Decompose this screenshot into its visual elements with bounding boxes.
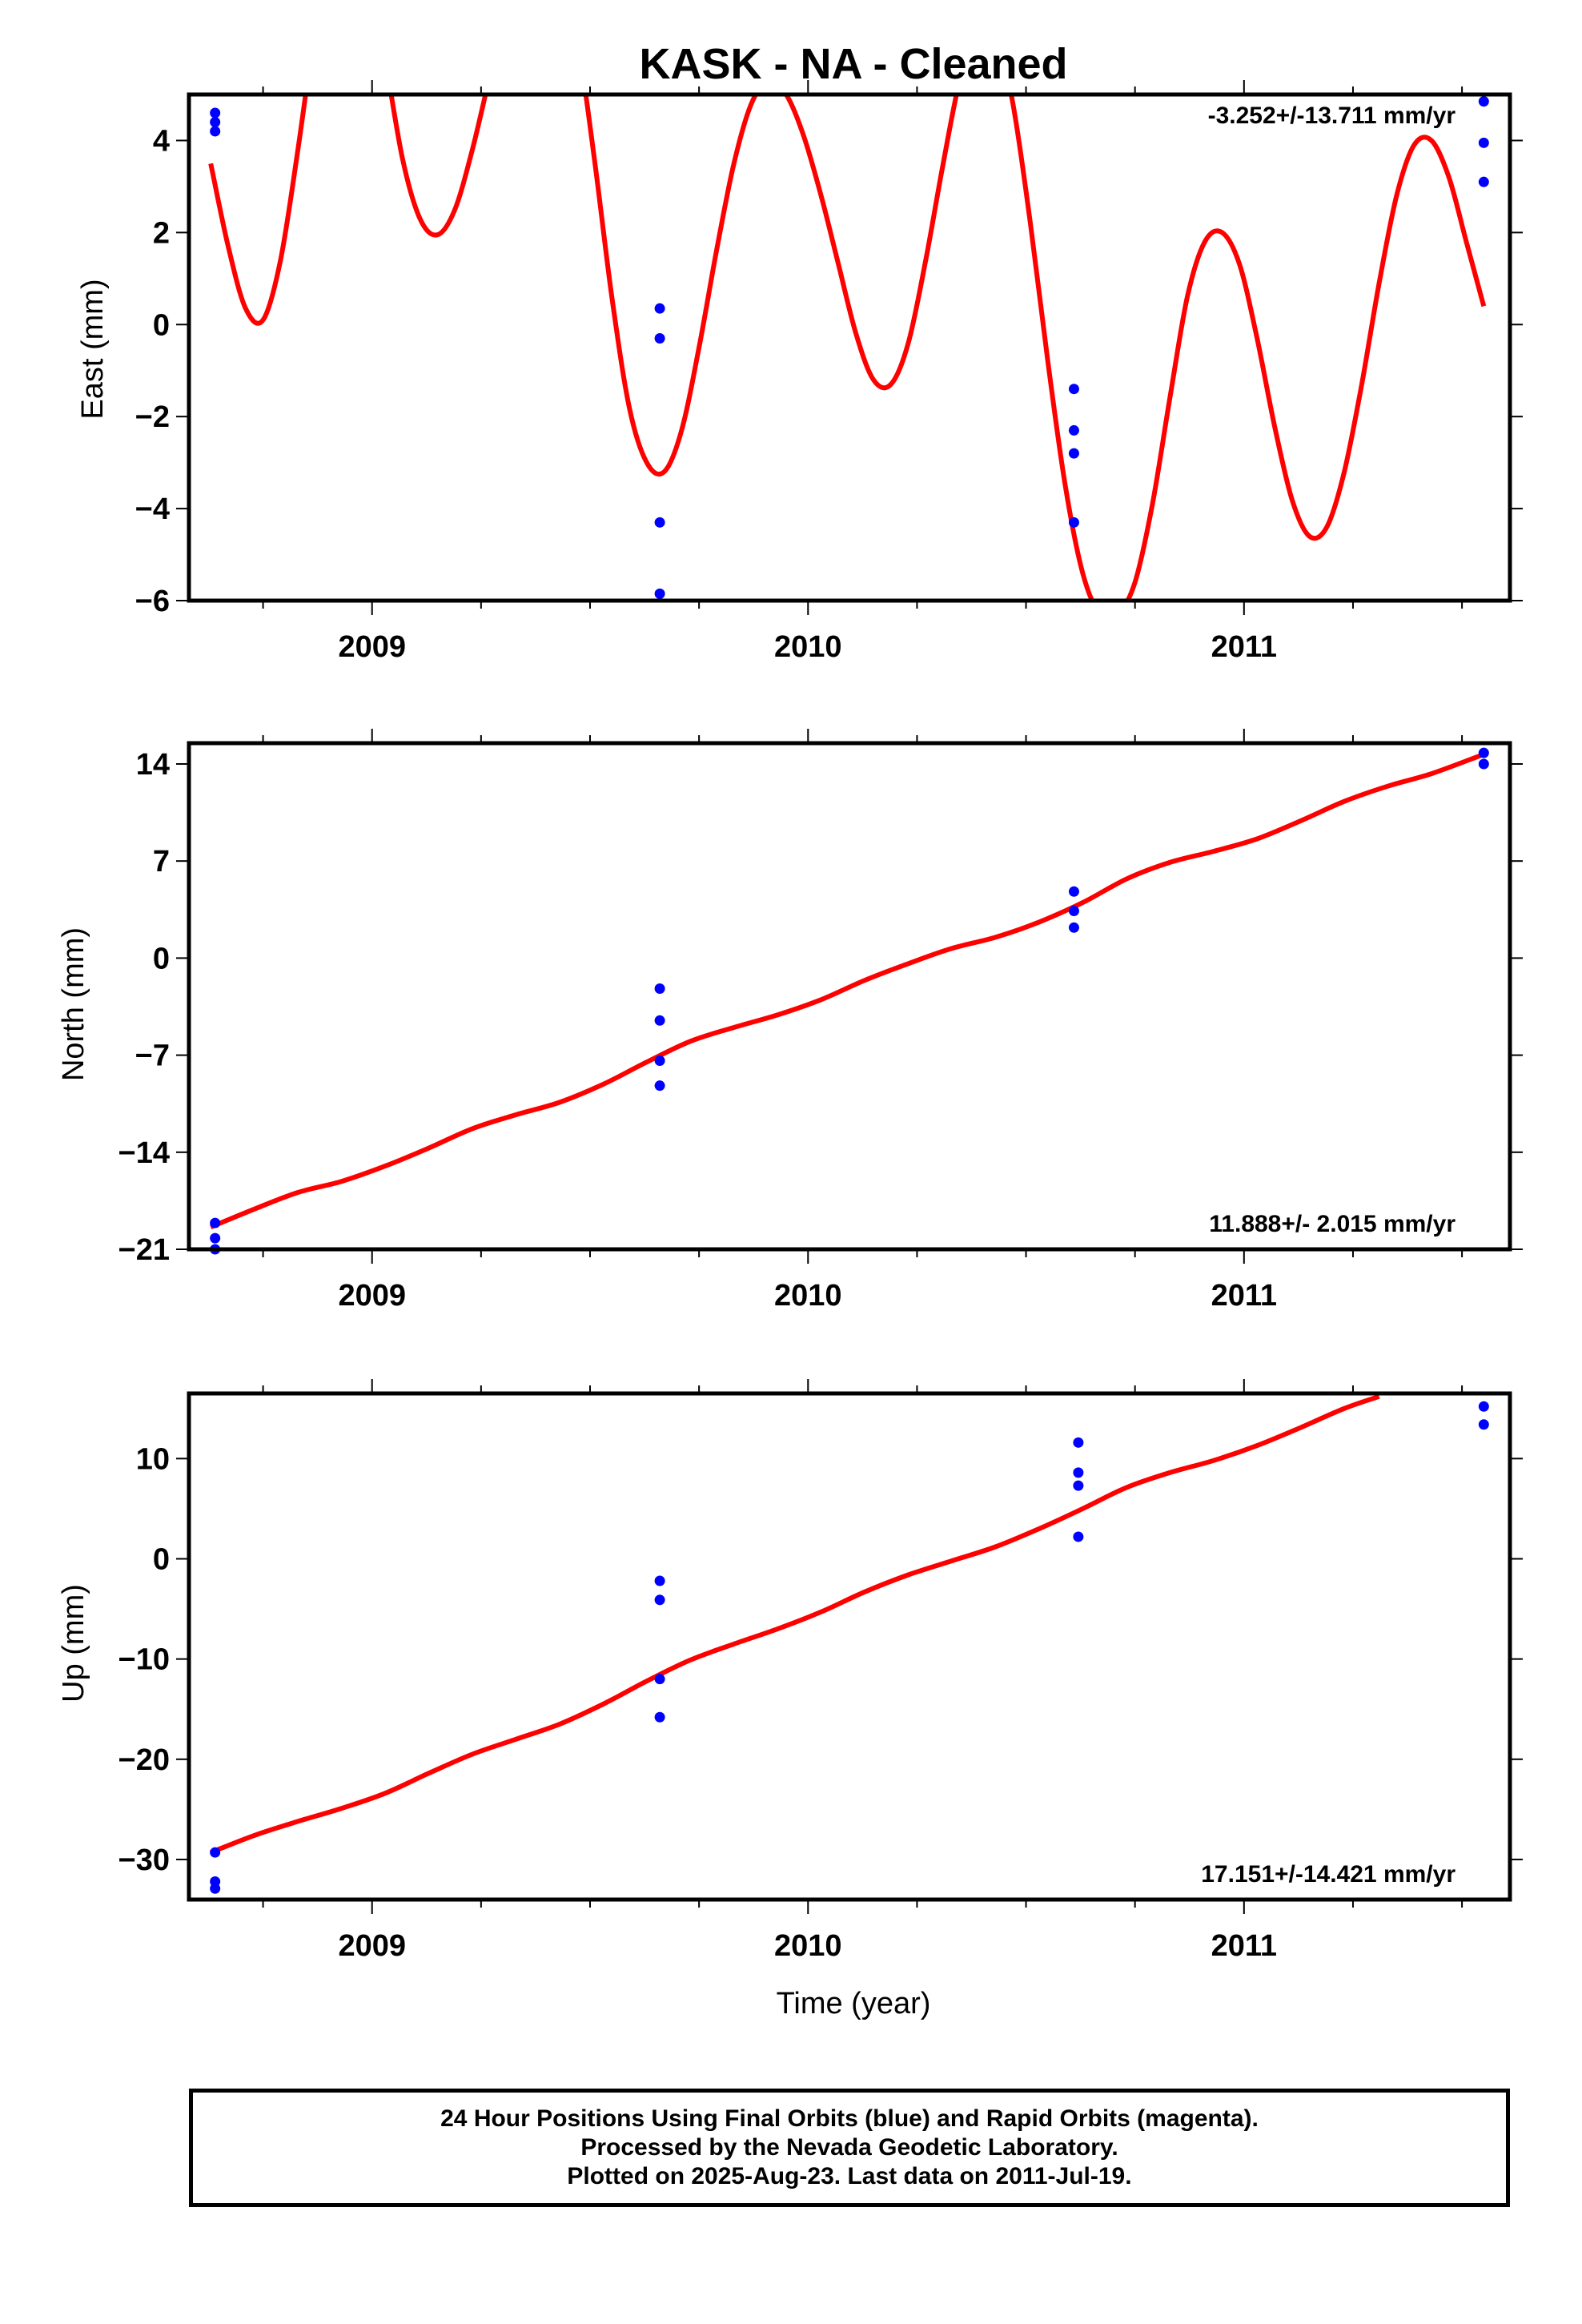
up-y-tick-label: −20 <box>118 1743 170 1777</box>
east-panel: East (mm) 2009 2010 2011 4 2 0 −2 −4 −6 -3.252+/-… <box>76 80 1523 664</box>
north-model-line <box>210 752 1485 1230</box>
north-panel: North (mm) 2009 2010 2011 14 7 0 −7 −14 −21 11.88… <box>57 729 1523 1313</box>
up-y-axis-label: Up (mm) <box>57 1584 90 1703</box>
north-rate-annotation: 11.888+/- 2.015 mm/yr <box>1209 1211 1456 1237</box>
east-data-point <box>210 126 221 137</box>
up-data-point <box>654 1711 665 1723</box>
east-rate-annotation: -3.252+/-13.711 mm/yr <box>1208 103 1456 129</box>
east-data-point <box>1068 517 1079 528</box>
east-data-point <box>1068 424 1079 436</box>
east-x-tick-label: 2010 <box>774 630 842 664</box>
east-data-point <box>1068 384 1079 395</box>
up-rate-annotation: 17.151+/-14.421 mm/yr <box>1201 1861 1456 1888</box>
footer-box: 24 Hour Positions Using Final Orbits (bl… <box>189 2089 1510 2207</box>
east-data-point <box>1478 137 1489 148</box>
footer-line-orbits: 24 Hour Positions Using Final Orbits (bl… <box>440 2105 1259 2132</box>
east-data-point <box>654 517 665 528</box>
north-data-point <box>654 1080 665 1092</box>
east-y-tick-label: 0 <box>153 308 170 342</box>
east-x-tick-label: 2009 <box>338 630 406 664</box>
north-x-tick-label: 2010 <box>774 1279 842 1313</box>
north-y-tick-label: 0 <box>153 942 170 975</box>
up-y-tick-label: 10 <box>136 1442 170 1476</box>
east-data-point <box>1068 448 1079 459</box>
east-plot-frame <box>187 92 1512 603</box>
north-y-tick-label: −14 <box>118 1136 170 1170</box>
north-y-axis-label: North (mm) <box>57 927 90 1081</box>
up-plot-frame <box>187 1391 1512 1902</box>
east-data-point <box>210 116 221 127</box>
north-data-point <box>1068 886 1079 897</box>
north-data-point <box>210 1217 221 1228</box>
up-data-point <box>210 1883 221 1894</box>
up-x-tick-label: 2009 <box>338 1929 406 1963</box>
east-model-line <box>208 94 1487 601</box>
east-y-tick-label: −2 <box>135 400 170 434</box>
north-data-point <box>210 1232 221 1244</box>
up-data-point <box>654 1575 665 1586</box>
up-data-point <box>1073 1531 1084 1542</box>
north-plot-frame <box>187 741 1512 1252</box>
up-data-point <box>210 1847 221 1858</box>
north-data-point <box>1478 758 1489 770</box>
north-x-tick-label: 2011 <box>1211 1279 1277 1313</box>
up-x-tick-label: 2010 <box>774 1929 842 1963</box>
north-data-point <box>1478 747 1489 758</box>
north-x-tick-label: 2009 <box>338 1279 406 1313</box>
north-data-point <box>654 983 665 994</box>
east-data-point <box>654 333 665 344</box>
north-data-point <box>654 1015 665 1026</box>
up-x-tick-label: 2011 <box>1211 1929 1277 1963</box>
up-data-point <box>1073 1437 1084 1448</box>
up-y-tick-label: −10 <box>118 1643 170 1677</box>
east-y-axis-label: East (mm) <box>76 279 110 419</box>
east-x-tick-label: 2011 <box>1211 630 1277 664</box>
up-data-point <box>654 1594 665 1606</box>
north-y-tick-label: −7 <box>135 1039 170 1073</box>
footer-line-processed: Processed by the Nevada Geodetic Laborat… <box>580 2134 1118 2161</box>
up-data-point <box>1478 1419 1489 1430</box>
east-data-point <box>1478 96 1489 107</box>
east-data-point <box>654 303 665 314</box>
x-axis-label: Time (year) <box>777 1987 931 2020</box>
up-data-point <box>1478 1401 1489 1412</box>
north-y-tick-label: −21 <box>118 1233 170 1267</box>
north-data-point <box>1068 922 1079 933</box>
up-data-point <box>654 1674 665 1685</box>
east-y-tick-label: −4 <box>135 493 170 526</box>
east-data-point <box>210 107 221 119</box>
east-y-tick-label: −6 <box>135 585 170 618</box>
east-data-point <box>654 588 665 599</box>
up-model-line <box>210 1393 1380 1855</box>
figure-title: KASK - NA - Cleaned <box>639 40 1067 88</box>
east-data-point <box>1478 176 1489 187</box>
north-y-tick-label: 14 <box>136 748 170 782</box>
up-panel: Up (mm) 2009 2010 2011 10 0 −10 −20 −30 17.151+/… <box>57 1379 1523 1963</box>
east-y-tick-label: 2 <box>153 216 170 250</box>
east-y-tick-label: 4 <box>153 124 170 158</box>
up-y-tick-label: 0 <box>153 1542 170 1576</box>
up-data-point <box>1073 1467 1084 1478</box>
up-y-tick-label: −30 <box>118 1844 170 1877</box>
north-data-point <box>654 1055 665 1067</box>
footer-line-plotted: Plotted on 2025-Aug-23. Last data on 201… <box>567 2163 1132 2189</box>
north-y-tick-label: 7 <box>153 845 170 879</box>
up-data-point <box>1073 1480 1084 1491</box>
north-data-point <box>1068 906 1079 917</box>
